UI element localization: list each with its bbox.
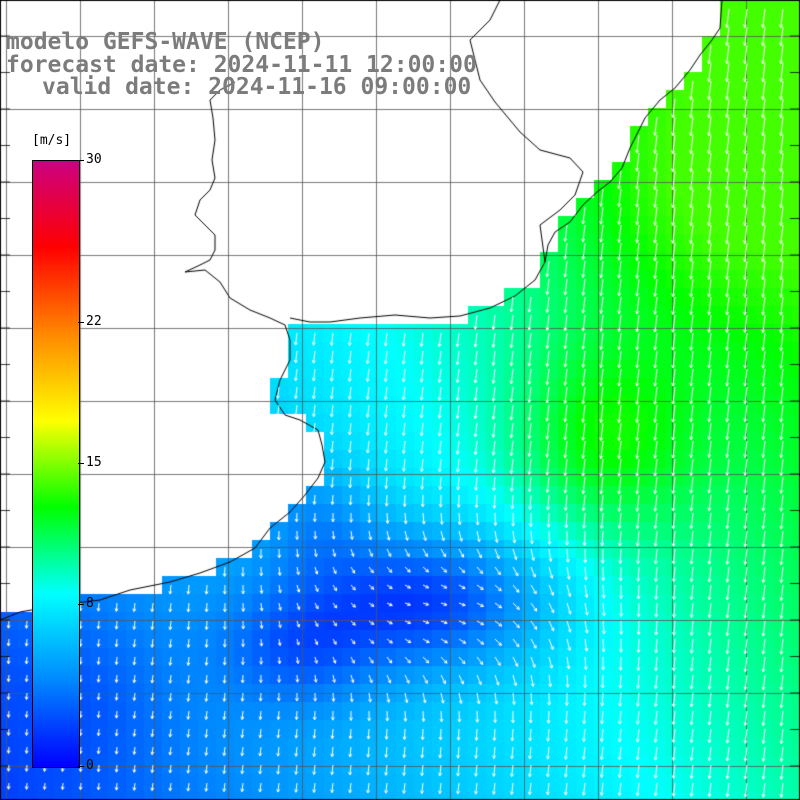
colorbar-tick-mark <box>78 160 84 161</box>
valid-date-label: valid date: 2024-11-16 09:00:00 <box>42 74 472 100</box>
colorbar-tick-mark <box>78 766 84 767</box>
colorbar <box>32 160 80 768</box>
colorbar-tick-mark <box>78 604 84 606</box>
colorbar-tick-label: 22 <box>86 313 102 329</box>
colorbar-tick-label: 15 <box>86 455 102 470</box>
colorbar-tick-mark <box>78 321 84 323</box>
colorbar-unit-label: [m/s] <box>32 133 72 148</box>
colorbar-tick-label: 0 <box>86 758 94 773</box>
colorbar-tick-label: 8 <box>86 596 94 612</box>
forecast-date-label: forecast date: 2024-11-11 12:00:00 <box>6 52 477 78</box>
colorbar-tick-label: 30 <box>86 152 102 167</box>
model-title: modelo GEFS-WAVE (NCEP) <box>6 29 325 55</box>
colorbar-tick-mark <box>78 463 84 464</box>
